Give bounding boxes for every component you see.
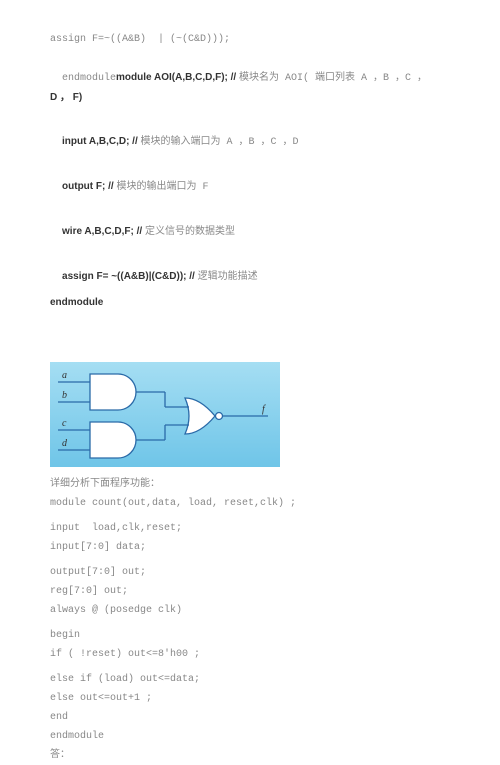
circuit-svg: a b c d f [50, 362, 280, 467]
and-gate-1 [90, 374, 136, 410]
code-line-7: assign F= ~((A&B)|(C&D)); // 逻辑功能描述 [50, 248, 450, 287]
code-line-2: endmodulemodule AOI(A,B,C,D,F); // 模块名为 … [50, 49, 450, 88]
desc-line-9: if ( !reset) out<=8'h00 ; [50, 645, 450, 664]
desc-line-11: else out<=out+1 ; [50, 689, 450, 708]
label-a: a [62, 370, 67, 381]
code-line-1: assign F=~((A&B) | (~(C&D))); [50, 30, 450, 49]
and-gate-2 [90, 422, 136, 458]
code-line-3: D ， F) [50, 88, 450, 107]
code-line-5: output F; // 模块的输出端口为 F [50, 158, 450, 197]
desc-line-6: reg[7:0] out; [50, 582, 450, 601]
label-b: b [62, 390, 67, 401]
circuit-diagram: a b c d f [50, 362, 280, 467]
assign-decl: assign F= ~((A&B)|(C&D)); // [62, 271, 198, 282]
comment-3: 模块的输出端口为 F [116, 182, 208, 193]
desc-line-2: module count(out,data, load, reset,clk) … [50, 494, 450, 513]
desc-line-10: else if (load) out<=data; [50, 670, 450, 689]
not-bubble [216, 413, 223, 420]
desc-line-13: endmodule [50, 727, 450, 746]
comment-2: 模块的输入端口为 A ，B ，C ，D [141, 137, 299, 148]
desc-line-3: input load,clk,reset; [50, 519, 450, 538]
output-decl: output F; // [62, 181, 116, 192]
desc-line-4: input[7:0] data; [50, 538, 450, 557]
module-aoi-text: module AOI(A,B,C,D,F); // [116, 72, 239, 83]
diagram-bg [50, 362, 280, 467]
code-line-4: input A,B,C,D; // 模块的输入端口为 A ，B ，C ，D [50, 113, 450, 152]
input-decl: input A,B,C,D; // [62, 136, 141, 147]
comment-4: 定义信号的数据类型 [145, 227, 235, 238]
endmodule-text: endmodule [62, 73, 116, 84]
code-line-8: endmodule [50, 293, 450, 312]
desc-line-12: end [50, 708, 450, 727]
comment-1: 模块名为 AOI( 端口列表 A ，B ，C ， [239, 73, 427, 84]
desc-line-1: 详细分析下面程序功能： [50, 475, 450, 494]
wire-decl: wire A,B,C,D,F; // [62, 226, 145, 237]
code-line-6: wire A,B,C,D,F; // 定义信号的数据类型 [50, 203, 450, 242]
comment-5: 逻辑功能描述 [198, 272, 258, 283]
desc-line-5: output[7:0] out; [50, 563, 450, 582]
desc-line-7: always @ (posedge clk) [50, 601, 450, 620]
desc-line-14: 答： [50, 746, 450, 765]
desc-line-8: begin [50, 626, 450, 645]
label-c: c [62, 418, 67, 429]
